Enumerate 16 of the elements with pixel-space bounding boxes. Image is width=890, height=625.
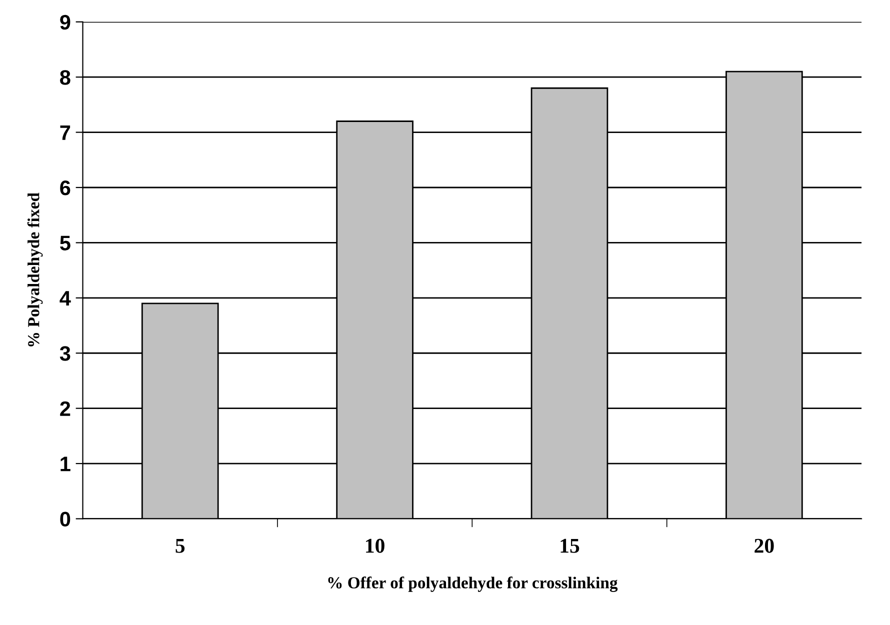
y-tick-label: 1	[60, 456, 70, 472]
x-tick-label: 20	[754, 538, 774, 553]
y-tick-label: 6	[60, 180, 70, 196]
x-tick-label: 5	[176, 539, 185, 553]
y-tick-label: 9	[60, 14, 70, 30]
y-tick-label: 2	[60, 401, 70, 416]
x-axis-title: % Offer of polyaldehyde for crosslinking	[328, 576, 618, 592]
y-tick-label: 4	[60, 291, 71, 306]
y-axis-title: % Polyaldehyde fixed	[27, 192, 43, 346]
x-tick-label: 15	[560, 538, 580, 553]
y-tick-label: 3	[60, 346, 70, 361]
y-tick-label: 0	[60, 512, 70, 527]
x-tick-label: 10	[366, 538, 384, 553]
y-tick-label: 7	[60, 126, 70, 140]
y-tick-label: 5	[60, 236, 70, 250]
y-tick-label: 8	[60, 70, 70, 85]
